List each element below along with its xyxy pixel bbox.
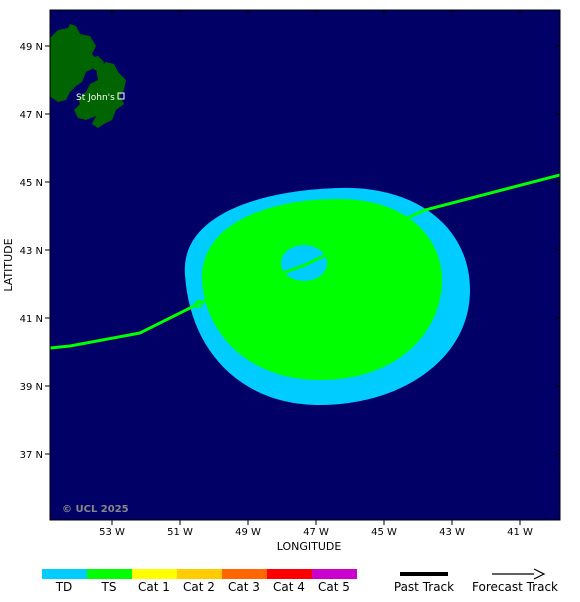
legend-label-cat1: Cat 1 [138, 580, 170, 594]
track-position-marker [194, 299, 204, 309]
wind-field [184, 187, 470, 405]
x-axis-title: LONGITUDE [277, 540, 342, 553]
legend-label-cat5: Cat 5 [318, 580, 350, 594]
y-tick-label: 41 N [20, 314, 43, 325]
storm-eye [281, 245, 327, 281]
city-label: St John's [76, 93, 115, 103]
y-axis: 49 N 47 N 45 N 43 N 41 N 39 N 37 N LATIT… [2, 42, 560, 461]
y-tick-label: 43 N [20, 246, 43, 257]
past-track-label: Past Track [394, 580, 454, 594]
legend-swatch-cat4 [267, 569, 312, 579]
x-tick-label: 49 W [235, 527, 261, 538]
y-tick-label: 39 N [20, 382, 43, 393]
city-st-johns [117, 92, 125, 100]
legend-swatch-td [42, 569, 87, 579]
land-newfoundland [50, 24, 126, 128]
track-legend: Past Track Forecast Track [394, 568, 558, 594]
x-tick-label: 47 W [303, 527, 329, 538]
y-tick-label: 49 N [20, 42, 43, 53]
y-tick-label: 47 N [20, 110, 43, 121]
x-tick-label: 51 W [167, 527, 193, 538]
x-tick-label: 43 W [439, 527, 465, 538]
x-tick-label: 45 W [371, 527, 397, 538]
watermark: © UCL 2025 [62, 504, 129, 515]
ts-wind-area [201, 198, 442, 380]
legend-label-cat4: Cat 4 [273, 580, 305, 594]
y-tick-label: 45 N [20, 178, 43, 189]
legend-label-ts: TS [101, 580, 117, 594]
past-track-line [50, 173, 560, 350]
legend-label-td: TD [55, 580, 73, 594]
y-tick-label: 37 N [20, 450, 43, 461]
legend-swatch-cat5 [312, 569, 357, 579]
legend-swatch-cat3 [222, 569, 267, 579]
forecast-track-label: Forecast Track [472, 580, 558, 594]
x-axis: 53 W 51 W 49 W 47 W 45 W 43 W 41 W LONGI… [99, 10, 533, 553]
x-tick-label: 53 W [99, 527, 125, 538]
legend-swatch-cat2 [177, 569, 222, 579]
forecast-arrow-icon [533, 568, 546, 580]
plot-frame [49, 9, 561, 521]
legend-label-cat2: Cat 2 [183, 580, 215, 594]
x-tick-label: 41 W [507, 527, 533, 538]
legend-label-cat3: Cat 3 [228, 580, 260, 594]
legend-swatch-cat1 [132, 569, 177, 579]
intensity-legend: TD TS Cat 1 Cat 2 Cat 3 Cat 4 Cat 5 [42, 569, 357, 594]
legend-swatch-ts [87, 569, 132, 579]
y-axis-title: LATITUDE [2, 238, 15, 291]
